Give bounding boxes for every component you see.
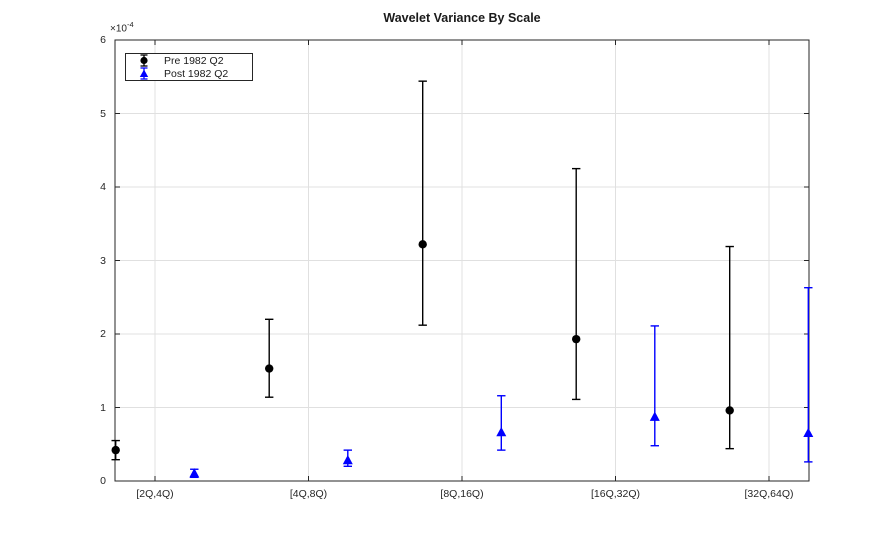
- exponent-base: ×10: [110, 23, 127, 35]
- data-marker-circle: [572, 334, 581, 344]
- data-marker-triangle: [496, 426, 507, 437]
- y-axis-tick-label: 1: [100, 401, 106, 414]
- x-axis-tick-label: [8Q,16Q): [440, 488, 484, 500]
- legend: Pre 1982 Q2 Post 1982 Q2: [125, 53, 253, 81]
- y-axis-tick-label: 2: [100, 328, 106, 340]
- errorbar-triangle-marker-icon: [139, 67, 149, 80]
- y-axis-tick-label: 6: [100, 34, 106, 46]
- y-axis-tick-label: 0: [100, 475, 106, 487]
- x-axis-tick-label: [4Q,8Q): [289, 488, 328, 500]
- x-axis-tick-label: [16Q,32Q): [590, 488, 641, 500]
- data-marker-triangle: [649, 411, 660, 421]
- chart-title: Wavelet Variance By Scale: [383, 11, 541, 25]
- legend-label-post: Post 1982 Q2: [164, 67, 229, 80]
- data-marker-triangle: [803, 427, 814, 438]
- legend-entry-post: Post 1982 Q2: [126, 67, 252, 80]
- data-marker-circle: [418, 240, 427, 249]
- data-marker-triangle: [342, 454, 353, 465]
- x-axis-tick-label: [2Q,4Q): [136, 488, 174, 500]
- exponent-power: -4: [126, 20, 134, 29]
- data-marker-circle: [265, 364, 274, 373]
- y-axis-exponent-label: ×10-4: [110, 20, 134, 34]
- legend-label-pre: Pre 1982 Q2: [164, 54, 224, 67]
- y-axis-tick-label: 4: [100, 181, 106, 193]
- x-axis-tick-label: [32Q,64Q): [744, 488, 794, 500]
- data-marker-circle: [725, 406, 734, 415]
- y-axis-tick-label: 3: [100, 254, 106, 267]
- legend-entry-pre: Pre 1982 Q2: [126, 54, 252, 67]
- y-axis-tick-label: 5: [100, 107, 106, 120]
- errorbar-circle-marker-icon: [140, 54, 148, 67]
- data-marker-triangle: [189, 468, 200, 478]
- data-marker-circle: [111, 445, 120, 455]
